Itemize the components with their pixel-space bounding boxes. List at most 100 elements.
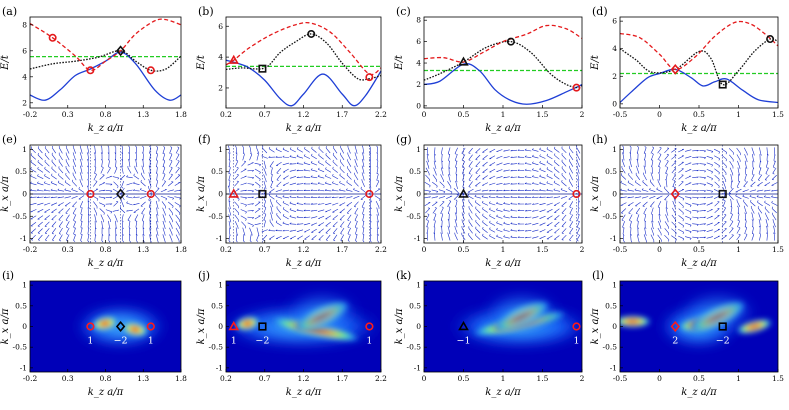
weyl-point-marker bbox=[718, 80, 727, 89]
x-tick-label: 0.2 bbox=[220, 245, 232, 254]
heatmap-blobs bbox=[72, 304, 169, 349]
x-tick-label: 2 bbox=[580, 374, 585, 383]
weyl-point-marker bbox=[116, 45, 126, 57]
x-axis-label: k_z a/π bbox=[286, 258, 322, 269]
x-axis-label: k_z a/π bbox=[286, 387, 322, 398]
x-tick-label: 1.5 bbox=[537, 245, 549, 254]
band-black bbox=[423, 40, 583, 89]
panel-label: (h) bbox=[592, 133, 608, 146]
y-tick-label: 0 bbox=[22, 190, 27, 199]
x-tick-label: 0.7 bbox=[259, 245, 271, 254]
band-panel-b: 2 4 6 0.2 0.7 1.2 1.7 2.2 k_z a/π E/t (b) bbox=[196, 5, 387, 134]
y-tick-label: 4 bbox=[612, 44, 617, 53]
weyl-point-marker bbox=[670, 188, 680, 200]
berry-heatmap-panel-a: 1 −2 1 1 0.5 0 -0.5 -1 -0.2 0.3 0.8 1.3 1.8 k_z a/π k_… bbox=[0, 269, 187, 398]
y-axis-label: k_x a/π bbox=[394, 176, 405, 212]
x-tick-label: 0.5 bbox=[458, 110, 470, 119]
y-tick-label: -0.5 bbox=[407, 212, 422, 221]
y-tick-label: 6 bbox=[218, 22, 223, 31]
weyl-point-marker bbox=[115, 320, 126, 333]
weyl-point-marker bbox=[228, 320, 240, 331]
x-tick-label: 1.2 bbox=[298, 245, 310, 254]
y-tick-label: 1 bbox=[416, 145, 421, 154]
x-tick-label: 0.5 bbox=[693, 110, 705, 119]
x-tick-label: -0.5 bbox=[613, 110, 628, 119]
weyl-point-marker bbox=[86, 322, 95, 331]
panel-label: (c) bbox=[396, 5, 411, 18]
y-tick-label: 6 bbox=[22, 46, 27, 55]
y-tick-label: -0.5 bbox=[209, 212, 224, 221]
y-axis-label: k_x a/π bbox=[0, 176, 11, 212]
band-blue bbox=[225, 59, 382, 107]
y-tick-label: 1 bbox=[218, 281, 223, 290]
x-tick-label: 0.5 bbox=[458, 245, 470, 254]
weyl-point-marker bbox=[572, 83, 581, 92]
weyl-point-marker bbox=[458, 320, 469, 331]
x-axis-label: k_z a/π bbox=[286, 123, 322, 134]
chirality-label: −1 bbox=[456, 336, 470, 347]
y-tick-label: 0.5 bbox=[409, 301, 421, 310]
x-tick-label: 0.7 bbox=[259, 374, 271, 383]
y-tick-label: 2 bbox=[218, 83, 223, 92]
weyl-point-marker bbox=[258, 322, 267, 331]
x-tick-label: 1 bbox=[501, 245, 506, 254]
x-tick-label: 1.3 bbox=[137, 245, 149, 254]
y-tick-label: 0.5 bbox=[15, 301, 27, 310]
y-tick-label: -0.5 bbox=[407, 343, 422, 352]
weyl-point-marker bbox=[670, 63, 680, 75]
panel-label: (e) bbox=[2, 133, 17, 146]
band-axes-frame bbox=[619, 16, 779, 109]
vector-field-panel-c: 10.50-0.5-10 0.5 1 1.5 2k_z a/πk_x a/π(g) bbox=[394, 133, 585, 269]
x-tick-label: 1.2 bbox=[298, 374, 310, 383]
y-tick-label: 0 bbox=[416, 322, 421, 331]
x-tick-label: 2 bbox=[580, 110, 585, 119]
panel-label: (f) bbox=[198, 133, 211, 146]
weyl-point-marker bbox=[365, 322, 374, 331]
weyl-point-marker bbox=[146, 66, 155, 75]
x-tick-label: 0.5 bbox=[693, 374, 705, 383]
weyl-point-marker bbox=[718, 189, 727, 199]
y-tick-label: 8 bbox=[416, 16, 421, 25]
y-axis-label: k_x a/π bbox=[196, 176, 207, 212]
weyl-point-marker bbox=[458, 56, 469, 66]
y-tick-label: 1 bbox=[612, 145, 617, 154]
y-tick-label: -0.5 bbox=[13, 212, 28, 221]
y-tick-label: -1 bbox=[216, 363, 223, 372]
chirality-label: 1 bbox=[573, 336, 579, 347]
y-tick-label: 0 bbox=[218, 322, 223, 331]
x-tick-label: 2.2 bbox=[375, 110, 387, 119]
x-tick-label: 1.3 bbox=[137, 374, 149, 383]
y-axis-label: E/t bbox=[590, 54, 601, 71]
x-tick-label: 1.8 bbox=[175, 245, 187, 254]
x-tick-label: 1 bbox=[501, 110, 506, 119]
y-tick-label: 0 bbox=[416, 190, 421, 199]
berry-vector-arrows bbox=[227, 145, 381, 243]
y-tick-label: 0 bbox=[218, 190, 223, 199]
band-red bbox=[225, 21, 382, 76]
y-axis-label: k_x a/π bbox=[590, 308, 601, 344]
y-tick-label: 1 bbox=[416, 281, 421, 290]
y-tick-label: 4 bbox=[22, 72, 27, 81]
band-blue bbox=[423, 63, 583, 105]
weyl-point-marker bbox=[307, 29, 316, 38]
y-tick-label: -1 bbox=[610, 363, 617, 372]
weyl-point-marker bbox=[228, 54, 239, 64]
y-tick-label: -0.5 bbox=[13, 343, 28, 352]
band-red bbox=[619, 20, 779, 71]
chirality-label: 1 bbox=[366, 336, 372, 347]
y-tick-label: -1 bbox=[20, 363, 27, 372]
y-tick-label: 0 bbox=[22, 322, 27, 331]
berry-vector-arrows bbox=[424, 145, 581, 242]
x-tick-label: 0 bbox=[657, 245, 662, 254]
x-tick-label: -0.5 bbox=[613, 374, 628, 383]
weyl-point-marker bbox=[146, 189, 155, 199]
panel-label: (g) bbox=[396, 133, 412, 146]
band-black bbox=[619, 38, 779, 86]
weyl-point-marker bbox=[258, 189, 267, 199]
band-red bbox=[423, 24, 583, 63]
band-panel-d: 0 2 4 6 -0.5 0 0.5 1 1.5 k_z a/π E/t (d) bbox=[590, 5, 784, 134]
weyl-point-marker bbox=[766, 35, 775, 44]
y-tick-label: 4 bbox=[416, 59, 421, 68]
x-tick-label: 0 bbox=[657, 110, 662, 119]
x-tick-label: 1.7 bbox=[336, 245, 348, 254]
